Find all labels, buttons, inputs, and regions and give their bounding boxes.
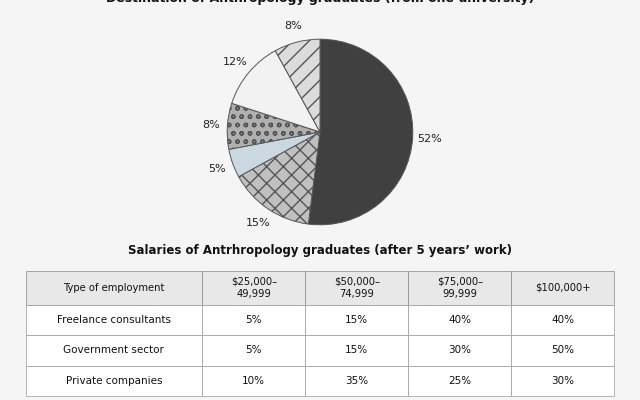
- Text: 12%: 12%: [223, 57, 248, 67]
- Legend: Full-time work, Part-time work, Part-time work + postgrad study, Full-time postg: Full-time work, Part-time work, Part-tim…: [138, 279, 502, 308]
- Text: 15%: 15%: [246, 218, 271, 228]
- Title: Destination of Anthropology graduates (from one university): Destination of Anthropology graduates (f…: [106, 0, 534, 5]
- Wedge shape: [232, 51, 320, 132]
- Wedge shape: [239, 132, 320, 224]
- Text: Salaries of Antrhropology graduates (after 5 years’ work): Salaries of Antrhropology graduates (aft…: [128, 244, 512, 257]
- Wedge shape: [227, 103, 320, 149]
- Text: 5%: 5%: [208, 164, 226, 174]
- Text: 8%: 8%: [202, 120, 220, 130]
- Text: 8%: 8%: [284, 21, 301, 31]
- Wedge shape: [229, 132, 320, 177]
- Text: 52%: 52%: [417, 134, 442, 144]
- Wedge shape: [275, 39, 320, 132]
- Wedge shape: [308, 39, 413, 225]
